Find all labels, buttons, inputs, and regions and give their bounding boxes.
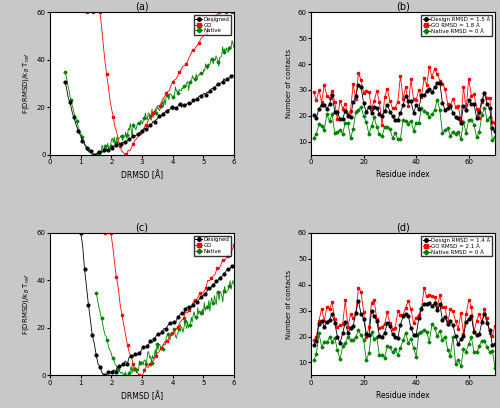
Y-axis label: F(DRMSD)/k$_B$ T$_{ref}$: F(DRMSD)/k$_B$ T$_{ref}$ (22, 53, 32, 114)
Legend: Designed, GO, Native: Designed, GO, Native (194, 236, 231, 256)
X-axis label: Residue index: Residue index (376, 171, 430, 180)
Y-axis label: Number of contacts: Number of contacts (286, 270, 292, 339)
X-axis label: DRMSD [Å]: DRMSD [Å] (121, 171, 163, 180)
Y-axis label: Number of contacts: Number of contacts (286, 49, 292, 118)
X-axis label: DRMSD [Å]: DRMSD [Å] (121, 391, 163, 401)
Y-axis label: F(DRMSD)/k$_B$ T$_{ref}$: F(DRMSD)/k$_B$ T$_{ref}$ (22, 273, 32, 335)
Title: (d): (d) (396, 222, 410, 232)
Legend: Design RMSD = 1.5 Å, GO RMSD = 1.8 Å, Native RMSD = 0 Å: Design RMSD = 1.5 Å, GO RMSD = 1.8 Å, Na… (422, 15, 492, 35)
Title: (b): (b) (396, 2, 410, 11)
X-axis label: Residue index: Residue index (376, 391, 430, 400)
Legend: Designed, GO, Native: Designed, GO, Native (194, 15, 231, 35)
Title: (a): (a) (135, 2, 149, 11)
Title: (c): (c) (136, 222, 148, 232)
Legend: Design RMSD = 1.4 Å, GO RMSD = 2.1 Å, Native RMSD = 0 Å: Design RMSD = 1.4 Å, GO RMSD = 2.1 Å, Na… (422, 236, 492, 256)
